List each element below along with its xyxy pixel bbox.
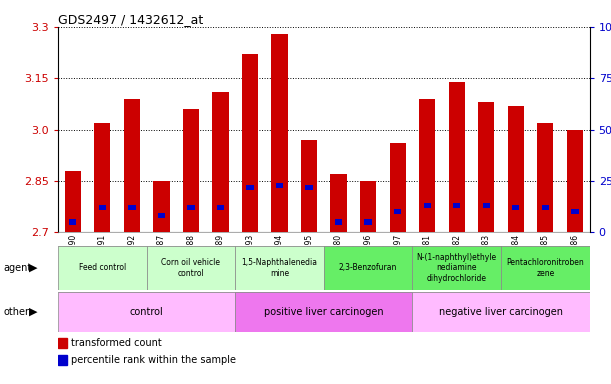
Text: Pentachloronitroben
zene: Pentachloronitroben zene bbox=[507, 258, 584, 278]
Bar bbox=[235, 246, 324, 290]
Bar bbox=[94, 123, 111, 232]
Text: 2,3-Benzofuran: 2,3-Benzofuran bbox=[339, 263, 397, 272]
Bar bbox=[246, 185, 254, 190]
Bar bbox=[423, 203, 431, 208]
Bar bbox=[512, 205, 519, 210]
Bar bbox=[537, 123, 554, 232]
Bar bbox=[276, 182, 283, 188]
Text: transformed count: transformed count bbox=[71, 338, 162, 348]
Bar bbox=[394, 209, 401, 214]
Bar bbox=[58, 292, 235, 332]
Bar bbox=[58, 246, 147, 290]
Bar bbox=[271, 34, 288, 232]
Bar bbox=[324, 246, 412, 290]
Bar bbox=[183, 109, 199, 232]
Text: positive liver carcinogen: positive liver carcinogen bbox=[264, 307, 384, 317]
Bar bbox=[365, 220, 371, 225]
Bar bbox=[153, 181, 169, 232]
Text: control: control bbox=[130, 307, 164, 317]
Text: GDS2497 / 1432612_at: GDS2497 / 1432612_at bbox=[58, 13, 203, 26]
Bar bbox=[412, 246, 501, 290]
Bar bbox=[571, 209, 579, 214]
Text: percentile rank within the sample: percentile rank within the sample bbox=[71, 355, 236, 365]
Bar bbox=[58, 355, 67, 365]
Bar bbox=[360, 181, 376, 232]
Bar bbox=[412, 292, 590, 332]
Bar bbox=[124, 99, 140, 232]
Bar bbox=[331, 174, 346, 232]
Bar bbox=[453, 203, 460, 208]
Bar bbox=[567, 130, 583, 232]
Text: Feed control: Feed control bbox=[79, 263, 126, 272]
Text: other: other bbox=[3, 307, 29, 317]
Bar bbox=[542, 205, 549, 210]
Text: ▶: ▶ bbox=[29, 307, 38, 317]
Bar bbox=[213, 92, 229, 232]
Bar bbox=[478, 102, 494, 232]
Text: agent: agent bbox=[3, 263, 31, 273]
Text: ▶: ▶ bbox=[29, 263, 38, 273]
Bar bbox=[158, 214, 165, 218]
Bar bbox=[390, 143, 406, 232]
Bar bbox=[501, 246, 590, 290]
Bar bbox=[65, 171, 81, 232]
Bar bbox=[147, 246, 235, 290]
Bar bbox=[217, 205, 224, 210]
Text: 1,5-Naphthalenedia
mine: 1,5-Naphthalenedia mine bbox=[241, 258, 318, 278]
Bar bbox=[128, 205, 136, 210]
Bar bbox=[58, 338, 67, 348]
Bar bbox=[508, 106, 524, 232]
Bar bbox=[306, 185, 313, 190]
Bar bbox=[235, 292, 412, 332]
Bar bbox=[335, 220, 342, 225]
Text: negative liver carcinogen: negative liver carcinogen bbox=[439, 307, 563, 317]
Bar bbox=[419, 99, 435, 232]
Bar bbox=[483, 203, 490, 208]
Bar bbox=[301, 140, 317, 232]
Bar bbox=[448, 82, 465, 232]
Text: N-(1-naphthyl)ethyle
nediamine
dihydrochloride: N-(1-naphthyl)ethyle nediamine dihydroch… bbox=[417, 253, 497, 283]
Bar bbox=[188, 205, 194, 210]
Bar bbox=[242, 54, 258, 232]
Text: Corn oil vehicle
control: Corn oil vehicle control bbox=[161, 258, 221, 278]
Bar bbox=[99, 205, 106, 210]
Bar bbox=[69, 220, 76, 225]
